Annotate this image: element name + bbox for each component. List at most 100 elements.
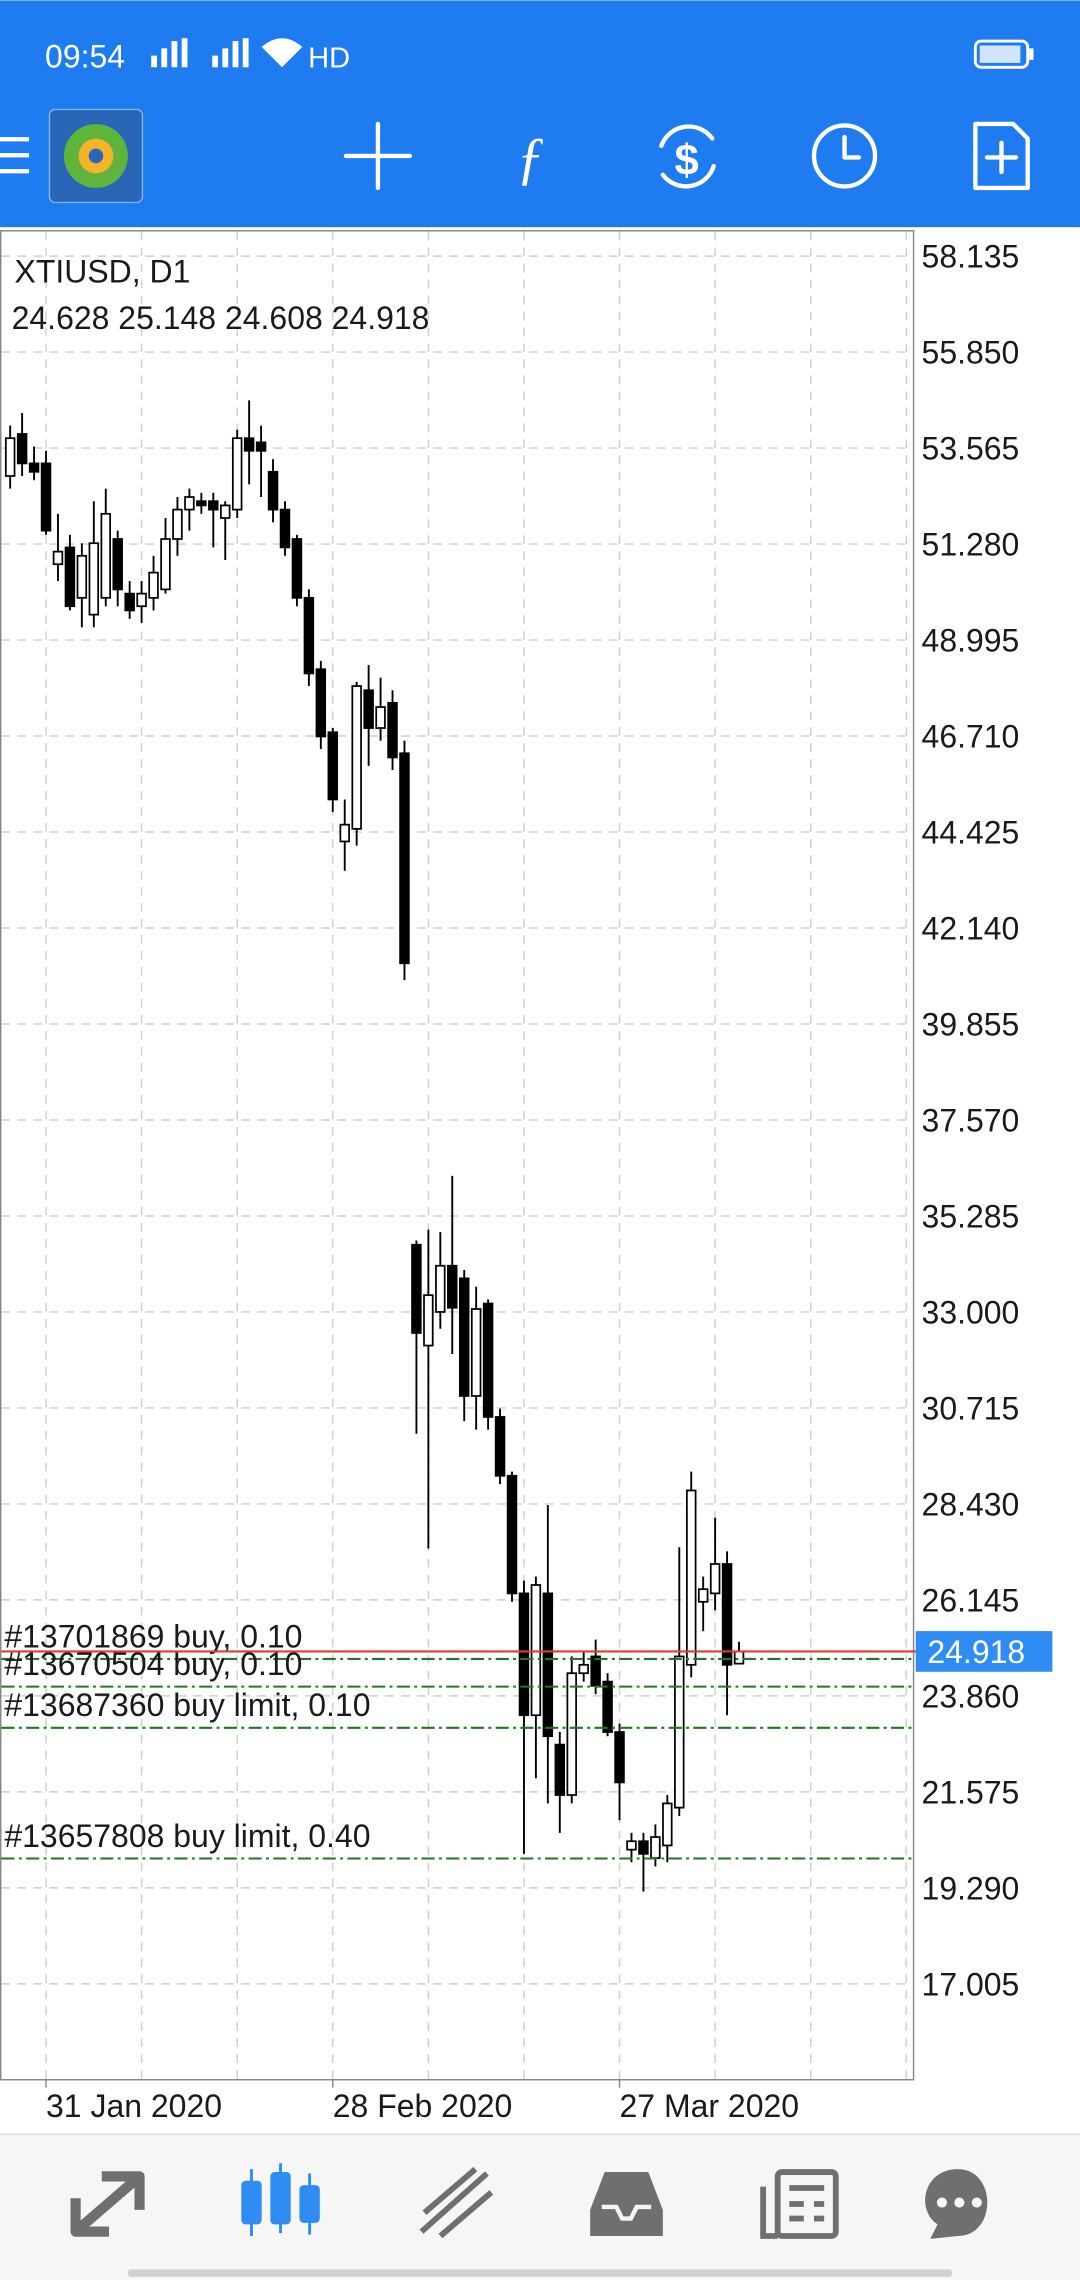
chart-title: XTIUSD, D1	[15, 253, 191, 289]
y-tick-label: 19.290	[922, 1870, 1020, 1906]
y-tick-label: 37.570	[922, 1103, 1020, 1139]
status-hd: HD	[308, 42, 350, 74]
candle-body	[100, 512, 111, 599]
candle-body	[578, 1663, 589, 1675]
nav-news[interactable]	[760, 2169, 839, 2239]
candle-body	[64, 546, 76, 608]
candle-body	[184, 496, 195, 511]
top-bar	[0, 0, 1080, 228]
x-tick-label: 31 Jan 2020	[46, 2088, 222, 2124]
y-tick-label: 33.000	[922, 1295, 1020, 1331]
candle-body	[363, 689, 374, 729]
y-tick-label: 48.995	[922, 623, 1020, 659]
candle-body	[458, 1277, 470, 1397]
y-tick-label: 55.850	[922, 335, 1020, 371]
chart-frame	[0, 230, 915, 2081]
nav-chat[interactable]	[925, 2169, 988, 2239]
candle-body	[375, 706, 386, 729]
candle-body	[614, 1731, 625, 1784]
candle-body	[411, 1243, 422, 1334]
y-tick-label: 28.430	[922, 1487, 1020, 1523]
ohlc-high: 25.148	[118, 300, 216, 336]
candle-body	[530, 1584, 542, 1717]
candle-body	[518, 1592, 530, 1717]
order-label: #13657808 buy limit, 0.40	[4, 1818, 370, 1854]
candle-body	[662, 1802, 673, 1847]
candle-body	[709, 1563, 721, 1595]
candle-body	[172, 508, 183, 540]
ohlc-close: 24.918	[332, 300, 430, 336]
y-tick-label: 44.425	[922, 815, 1020, 851]
candle-body	[124, 592, 135, 612]
ohlc-open: 24.628	[12, 300, 110, 336]
candle-body	[4, 437, 16, 477]
candle-body	[435, 1264, 446, 1313]
candle-body	[721, 1563, 733, 1666]
candle-body	[16, 433, 28, 465]
y-tick-label: 51.280	[922, 527, 1020, 563]
y-tick-label: 35.285	[922, 1199, 1020, 1235]
candle-body	[136, 592, 147, 608]
candle-body	[554, 1743, 566, 1796]
y-tick-label: 23.860	[922, 1679, 1020, 1715]
new-order-button[interactable]	[973, 121, 1030, 191]
svg-text:$: $	[674, 137, 698, 185]
candle-body	[208, 500, 219, 511]
candle-body	[626, 1840, 637, 1851]
candle-body	[494, 1416, 506, 1477]
y-tick-label: 26.145	[922, 1583, 1020, 1619]
candle-body	[291, 538, 303, 599]
candle-body	[303, 596, 315, 675]
candle-body	[482, 1302, 494, 1418]
candle-body	[267, 470, 279, 511]
menu-button[interactable]	[0, 137, 30, 174]
candle-body	[733, 1650, 745, 1665]
candle-body	[387, 701, 398, 759]
timeframe-button[interactable]	[811, 123, 878, 189]
y-tick-label: 39.855	[922, 1007, 1020, 1043]
nav-chart[interactable]	[241, 2163, 320, 2236]
candle-body	[590, 1655, 601, 1687]
candle-body	[399, 752, 410, 965]
y-tick-label: 58.135	[922, 239, 1020, 275]
candle-body	[196, 500, 207, 507]
candle-body	[315, 668, 327, 738]
y-tick-label: 21.575	[922, 1775, 1020, 1811]
candle-body	[542, 1592, 554, 1738]
price-label-box	[915, 1631, 1053, 1672]
trade-button[interactable]: $	[659, 124, 716, 189]
indicators-button[interactable]: ƒ	[516, 126, 545, 191]
y-tick-label: 30.715	[922, 1391, 1020, 1427]
candle-body	[447, 1264, 458, 1309]
price-label: 24.918	[927, 1634, 1025, 1670]
chart: 58.135 55.850 53.565 51.280 48.995 46.710 44.4…	[1, 231, 1053, 2124]
candle-body	[638, 1840, 649, 1855]
y-tick-label: 42.140	[922, 911, 1020, 947]
candle-body	[76, 554, 88, 599]
candle-body	[255, 441, 267, 452]
candle-body	[231, 437, 243, 511]
nav-trade[interactable]	[419, 2166, 494, 2239]
candle-body	[470, 1308, 482, 1397]
app-logo[interactable]	[48, 108, 144, 204]
battery	[973, 39, 1034, 69]
candle-body	[423, 1294, 434, 1347]
nav-quotes[interactable]	[70, 2171, 145, 2237]
bottom-nav	[0, 2134, 1080, 2280]
candle-body	[602, 1680, 613, 1733]
candle-body	[685, 1489, 697, 1666]
gesture-bar	[127, 2269, 953, 2277]
ohlc-low: 24.608	[225, 300, 323, 336]
candle-body	[160, 538, 171, 591]
y-tick-label: 53.565	[922, 431, 1020, 467]
candle-body	[697, 1588, 709, 1603]
y-tick-label: 17.005	[922, 1966, 1020, 2002]
x-tick-label: 28 Feb 2020	[333, 2088, 513, 2124]
nav-history[interactable]	[590, 2172, 663, 2236]
candle-body	[566, 1672, 577, 1796]
candle-body	[243, 437, 255, 452]
crosshair-button[interactable]	[343, 121, 413, 191]
candle-body	[148, 571, 159, 599]
y-tick-label: 46.710	[922, 719, 1020, 755]
